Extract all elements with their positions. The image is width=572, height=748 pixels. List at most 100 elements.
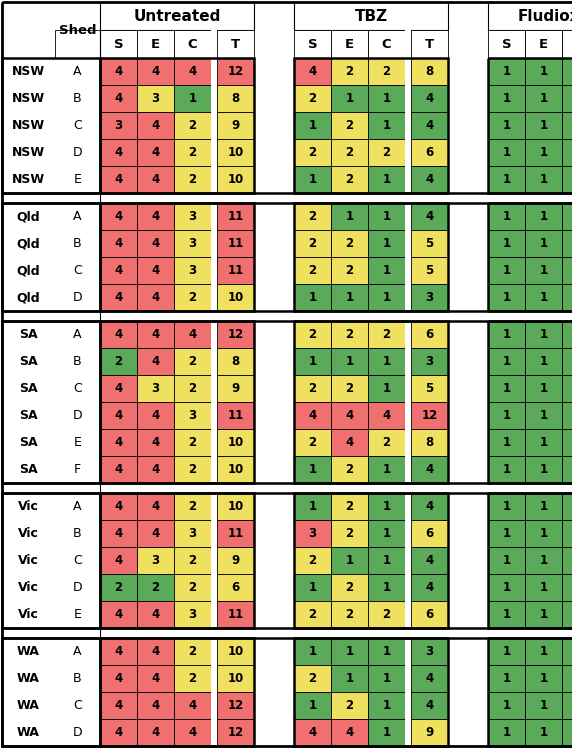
Bar: [217, 456, 254, 483]
Bar: [368, 692, 405, 719]
Text: 4: 4: [188, 699, 197, 712]
Bar: [174, 456, 211, 483]
Bar: [100, 112, 137, 139]
Bar: [525, 719, 562, 746]
Bar: [137, 321, 174, 348]
Text: 11: 11: [228, 237, 244, 250]
Bar: [525, 402, 562, 429]
Text: 3: 3: [426, 645, 434, 658]
Bar: [217, 30, 254, 58]
Text: 2: 2: [345, 237, 353, 250]
Bar: [174, 321, 211, 348]
Text: 1: 1: [502, 264, 511, 277]
Bar: [331, 692, 368, 719]
Text: 4: 4: [152, 436, 160, 449]
Text: 12: 12: [228, 726, 244, 739]
Bar: [411, 284, 448, 311]
Text: 4: 4: [114, 237, 122, 250]
Text: 2: 2: [383, 436, 391, 449]
Text: Qld: Qld: [17, 237, 40, 250]
Text: SA: SA: [19, 382, 38, 395]
Text: NSW: NSW: [12, 119, 45, 132]
Bar: [562, 203, 572, 230]
Text: 2: 2: [188, 500, 197, 513]
Text: 4: 4: [114, 726, 122, 739]
Text: 1: 1: [539, 645, 547, 658]
Bar: [294, 493, 331, 520]
Bar: [488, 348, 525, 375]
Bar: [294, 58, 448, 193]
Text: 2: 2: [152, 581, 160, 594]
Bar: [217, 402, 254, 429]
Text: 2: 2: [188, 581, 197, 594]
Bar: [100, 692, 137, 719]
Text: 4: 4: [188, 328, 197, 341]
Text: 10: 10: [228, 146, 244, 159]
Text: A: A: [73, 65, 82, 78]
Text: 4: 4: [114, 92, 122, 105]
Bar: [331, 719, 368, 746]
Bar: [294, 30, 331, 58]
Bar: [294, 2, 448, 30]
Text: 1: 1: [502, 436, 511, 449]
Bar: [217, 112, 254, 139]
Bar: [174, 719, 211, 746]
Bar: [294, 429, 331, 456]
Text: 3: 3: [114, 119, 122, 132]
Bar: [211, 58, 217, 746]
Text: 2: 2: [345, 699, 353, 712]
Bar: [100, 520, 137, 547]
Text: 2: 2: [188, 436, 197, 449]
Bar: [368, 547, 405, 574]
Text: 4: 4: [114, 436, 122, 449]
Bar: [525, 321, 562, 348]
Text: 10: 10: [228, 500, 244, 513]
Text: 4: 4: [114, 382, 122, 395]
Text: 1: 1: [539, 264, 547, 277]
Bar: [562, 166, 572, 193]
Text: 1: 1: [383, 672, 391, 685]
Text: 3: 3: [188, 210, 197, 223]
Bar: [488, 375, 525, 402]
Bar: [331, 321, 368, 348]
Text: 1: 1: [539, 65, 547, 78]
Text: 4: 4: [114, 699, 122, 712]
Text: 2: 2: [188, 382, 197, 395]
Text: 1: 1: [188, 92, 197, 105]
Text: 2: 2: [308, 436, 316, 449]
Bar: [137, 166, 174, 193]
Bar: [174, 429, 211, 456]
Bar: [100, 58, 254, 193]
Bar: [331, 257, 368, 284]
Bar: [331, 58, 368, 85]
Text: 3: 3: [152, 92, 160, 105]
Text: NSW: NSW: [12, 92, 45, 105]
Bar: [137, 520, 174, 547]
Text: Fludioxonil: Fludioxonil: [518, 8, 572, 23]
Text: 1: 1: [539, 355, 547, 368]
Bar: [294, 166, 331, 193]
Bar: [411, 456, 448, 483]
Bar: [217, 321, 254, 348]
Text: D: D: [73, 291, 82, 304]
Bar: [174, 601, 211, 628]
Text: 1: 1: [345, 92, 353, 105]
Text: WA: WA: [17, 699, 40, 712]
Bar: [562, 520, 572, 547]
Text: 1: 1: [502, 328, 511, 341]
Bar: [411, 139, 448, 166]
Text: 2: 2: [383, 328, 391, 341]
Text: 1: 1: [539, 672, 547, 685]
Text: B: B: [73, 672, 82, 685]
Text: 4: 4: [308, 726, 317, 739]
Text: T: T: [231, 37, 240, 51]
Text: 4: 4: [114, 65, 122, 78]
Text: 11: 11: [228, 409, 244, 422]
Bar: [562, 230, 572, 257]
Text: B: B: [73, 355, 82, 368]
Text: 4: 4: [114, 291, 122, 304]
Bar: [525, 284, 562, 311]
Text: 4: 4: [114, 672, 122, 685]
Bar: [137, 203, 174, 230]
Text: 8: 8: [232, 355, 240, 368]
